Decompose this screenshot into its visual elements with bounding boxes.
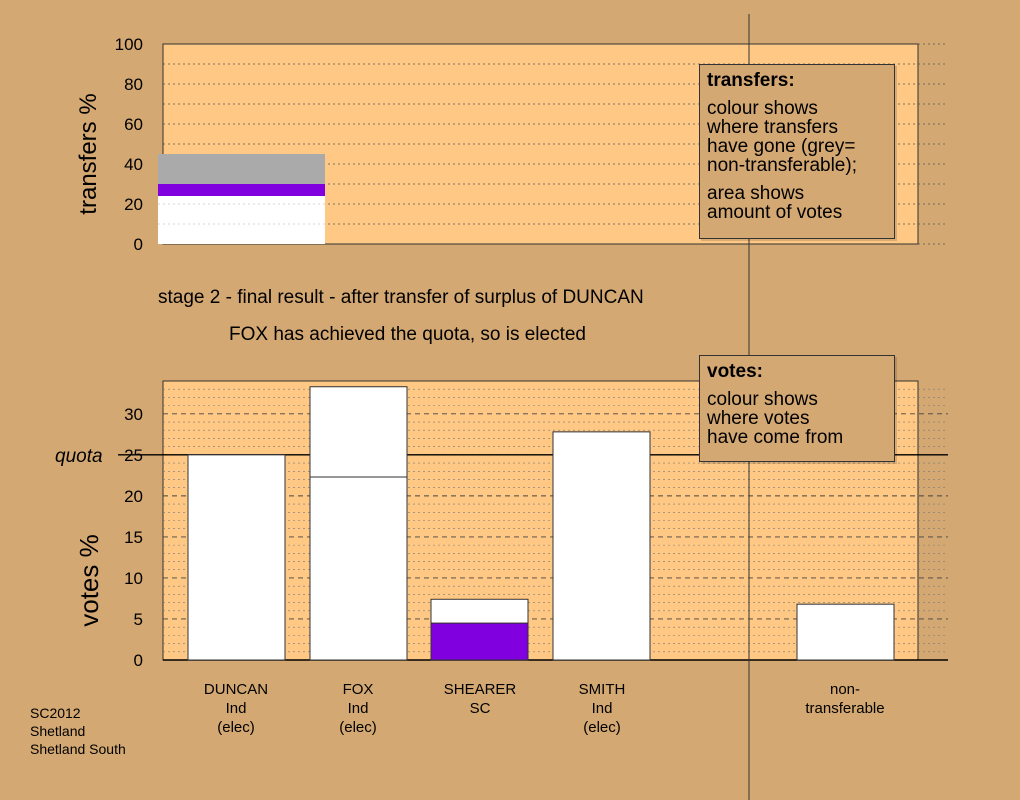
votes-legend-line: have come from — [707, 427, 844, 448]
transfers-legend-title: transfers: — [707, 70, 795, 91]
vote-bar-duncan-white — [187, 454, 286, 661]
transfers-legend: transfers: colour shows where transfers … — [699, 64, 895, 239]
votes-y-axis-label: votes % — [74, 534, 104, 627]
transfers-y-tick-label: 60 — [124, 115, 143, 134]
candidate-party: SC — [469, 700, 491, 717]
votes-y-tick-label: 30 — [124, 405, 143, 424]
votes-legend-line: colour shows — [707, 389, 818, 410]
candidate-party: Ind — [347, 700, 369, 717]
vote-bar-shearer-white — [430, 598, 529, 624]
transfer-segment-grey — [158, 154, 325, 184]
candidate-name: SHEARER — [443, 681, 517, 698]
transfers-legend-line: amount of votes — [707, 202, 843, 223]
votes-legend-line: where votes — [707, 408, 810, 429]
votes-y-tick-label: 10 — [124, 569, 143, 588]
transfers-y-axis-label: transfers % — [75, 93, 102, 214]
vote-bar-shearer-purple — [430, 622, 529, 661]
candidate-status: (elec) — [339, 719, 377, 736]
candidate-status: (elec) — [583, 719, 621, 736]
candidate-party: transferable — [805, 700, 885, 717]
transfers-y-tick-label: 100 — [115, 35, 143, 54]
election-footer: SC2012 Shetland Shetland South — [30, 704, 126, 758]
vote-bar-smith-white — [552, 431, 651, 661]
candidate-status: (elec) — [217, 719, 255, 736]
transfer-segment-purple — [158, 184, 325, 196]
transfers-legend-line: have gone (grey= — [707, 136, 856, 157]
vote-bar-non-transferable-white — [796, 603, 895, 661]
candidate-name: FOX — [342, 681, 374, 698]
transfers-y-tick-label: 40 — [124, 155, 143, 174]
candidate-name: non- — [829, 681, 861, 698]
transfers-y-tick-label: 0 — [134, 235, 143, 254]
candidate-name: DUNCAN — [203, 681, 269, 698]
transfers-legend-line: colour shows — [707, 98, 818, 119]
votes-y-tick-label: 25 — [124, 446, 143, 465]
ward-name: Shetland South — [30, 741, 126, 757]
transfer-segment-white — [158, 196, 325, 244]
candidate-label-duncan: DUNCAN Ind (elec) — [176, 680, 296, 737]
votes-y-tick-label: 20 — [124, 487, 143, 506]
transfers-y-tick-label: 80 — [124, 75, 143, 94]
council-name: Shetland — [30, 723, 86, 739]
candidate-label-fox: FOX Ind (elec) — [298, 680, 418, 737]
candidate-label-nontransferable: non- transferable — [785, 680, 905, 718]
candidate-label-smith: SMITH Ind (elec) — [542, 680, 662, 737]
candidate-name: SMITH — [578, 681, 626, 698]
votes-y-tick-label: 15 — [124, 528, 143, 547]
vote-bar-fox-white — [309, 476, 408, 661]
transfers-legend-line: area shows — [707, 183, 805, 204]
quota-label: quota — [55, 446, 103, 467]
transfers-legend-line: non-transferable); — [707, 155, 857, 176]
votes-legend-title: votes: — [707, 361, 763, 382]
elected-caption: FOX has achieved the quota, so is electe… — [229, 324, 586, 345]
votes-legend: votes: colour shows where votes have com… — [699, 355, 895, 462]
votes-y-tick-label: 5 — [134, 610, 143, 629]
votes-y-tick-label: 0 — [134, 651, 143, 670]
election-label: SC2012 — [30, 705, 81, 721]
candidate-label-shearer: SHEARER SC — [420, 680, 540, 718]
vote-bar-fox-white — [309, 386, 408, 478]
stage-caption: stage 2 - final result - after transfer … — [158, 287, 644, 308]
candidate-party: Ind — [591, 700, 613, 717]
transfers-y-tick-label: 20 — [124, 195, 143, 214]
candidate-party: Ind — [225, 700, 247, 717]
transfers-legend-line: where transfers — [707, 117, 838, 138]
